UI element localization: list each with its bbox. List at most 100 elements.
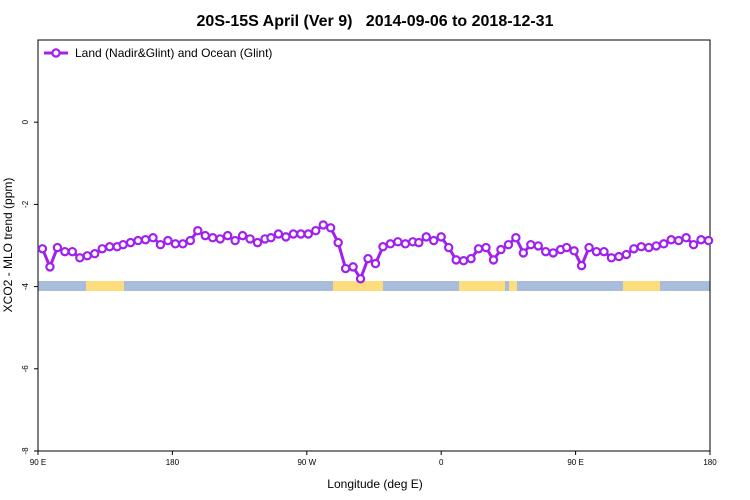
x-tick-label: 0 — [439, 458, 444, 467]
x-tick-label: 90 W — [297, 458, 316, 467]
data-point — [60, 246, 70, 257]
data-point — [429, 235, 439, 246]
data-point — [548, 248, 558, 258]
legend-label: Land (Nadir&Glint) and Ocean (Glint) — [75, 46, 272, 60]
data-point — [252, 237, 263, 248]
plot-frame — [37, 39, 711, 452]
data-point — [333, 237, 343, 248]
data-point — [584, 242, 594, 253]
data-point — [511, 232, 521, 243]
data-point — [673, 235, 684, 246]
data-point — [659, 239, 669, 249]
y-axis-label: XCO2 - MLO trend (ppm) — [1, 178, 15, 313]
surface-band — [38, 281, 710, 291]
data-point — [281, 232, 291, 242]
data-point — [140, 235, 151, 245]
x-tick-label: 90 E — [30, 458, 46, 467]
data-point — [436, 232, 446, 242]
y-tick-label: 0 — [21, 119, 30, 124]
data-point — [614, 251, 624, 262]
data-point — [245, 234, 255, 244]
data-point — [185, 235, 196, 246]
data-point — [533, 241, 543, 251]
data-point — [363, 253, 373, 264]
data-point — [296, 229, 306, 239]
data-point — [230, 235, 240, 246]
data-point — [52, 242, 63, 253]
data-point — [222, 230, 233, 241]
data-point — [311, 226, 321, 236]
data-point — [148, 232, 158, 243]
data-point — [681, 232, 691, 243]
data-point — [561, 242, 572, 253]
y-tick-label: -8 — [21, 447, 30, 455]
data-point — [215, 234, 225, 244]
data-point — [325, 223, 336, 233]
data-point — [237, 230, 248, 241]
data-point — [466, 253, 476, 264]
data-point — [125, 237, 136, 248]
data-point — [443, 242, 454, 253]
data-point — [591, 246, 602, 257]
data-point — [636, 242, 647, 252]
data-point — [518, 248, 529, 258]
land-patch — [86, 281, 124, 291]
x-axis-label: Longitude (deg E) — [327, 477, 422, 491]
land-patch — [459, 281, 505, 291]
data-point — [644, 242, 654, 253]
x-tick-label: 90 E — [567, 458, 583, 467]
data-point — [67, 246, 78, 257]
data-point — [348, 262, 358, 272]
data-point — [688, 239, 699, 250]
data-point — [599, 246, 609, 257]
data-point — [178, 239, 188, 249]
data-point — [606, 253, 617, 263]
data-point — [208, 232, 218, 243]
data-point — [621, 249, 632, 260]
data-point — [370, 258, 381, 269]
y-tick-label: -6 — [21, 365, 30, 373]
data-point — [488, 255, 499, 265]
data-point — [576, 260, 587, 271]
data-point — [90, 249, 100, 259]
data-point — [696, 235, 706, 245]
data-point — [393, 237, 403, 247]
data-point — [703, 235, 714, 246]
data-point — [104, 242, 115, 252]
data-point — [651, 241, 661, 251]
data-point — [37, 244, 48, 254]
data-point — [97, 244, 107, 254]
data-point — [481, 242, 491, 253]
data-point — [526, 239, 536, 250]
data-point — [503, 239, 514, 250]
y-tick-label: -2 — [21, 200, 30, 208]
data-point — [629, 244, 639, 254]
data-point — [473, 244, 484, 254]
land-patch — [509, 281, 517, 291]
data-point — [193, 226, 203, 236]
data-point — [200, 230, 210, 241]
data-point — [378, 242, 388, 252]
land-patch — [333, 281, 383, 291]
data-point — [133, 235, 143, 246]
data-point — [303, 229, 313, 239]
data-point — [451, 255, 461, 265]
x-tick-label: 180 — [703, 458, 717, 467]
data-point — [666, 235, 676, 245]
data-point — [266, 232, 276, 243]
data-point — [421, 232, 431, 242]
data-point — [163, 235, 173, 246]
data-point — [355, 274, 366, 284]
chart-title: 20S-15S April (Ver 9) 2014-09-06 to 2018… — [197, 13, 554, 30]
data-point — [118, 239, 128, 250]
data-point — [340, 263, 351, 274]
data-point — [318, 220, 328, 230]
data-point — [385, 239, 396, 249]
data-point — [82, 251, 92, 261]
data-point — [414, 237, 424, 248]
data-point — [400, 239, 411, 249]
data-point — [496, 244, 506, 255]
legend-marker — [51, 48, 61, 58]
data-point — [569, 246, 579, 256]
